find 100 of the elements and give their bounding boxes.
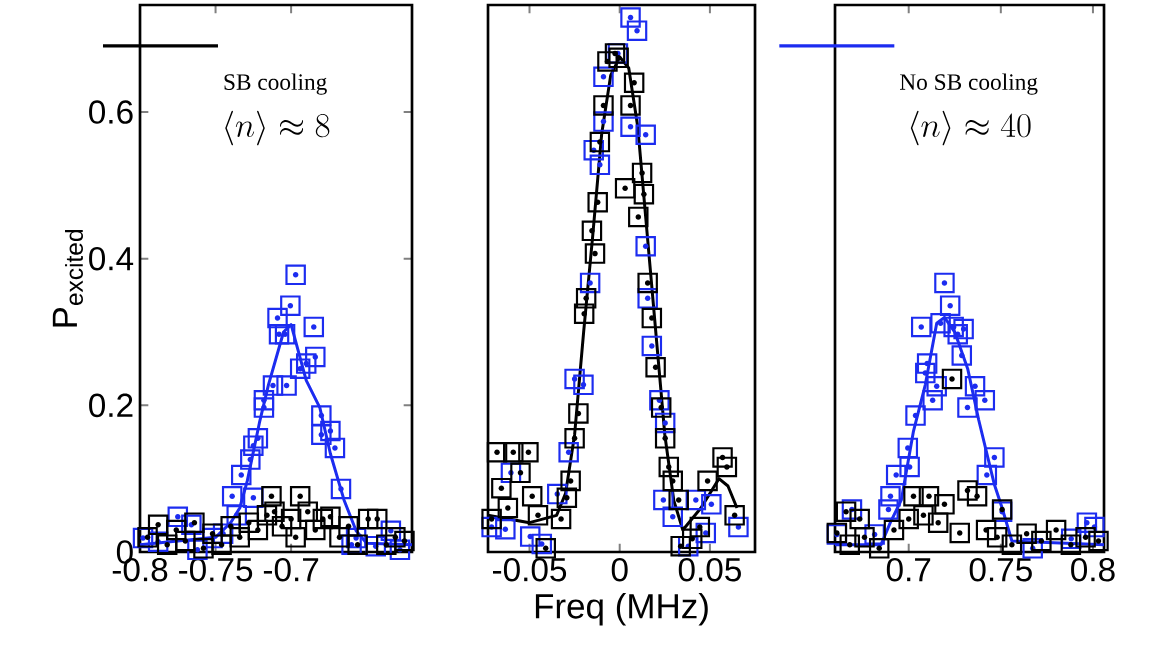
- point: [620, 116, 641, 137]
- point: [1016, 523, 1037, 544]
- point: [966, 486, 988, 507]
- point: [531, 533, 553, 555]
- point: [864, 524, 885, 545]
- point: [941, 368, 963, 390]
- point: [883, 519, 905, 541]
- point: [247, 519, 269, 541]
- point: [253, 397, 275, 418]
- point: [681, 528, 703, 550]
- point: [276, 375, 297, 396]
- point: [303, 316, 325, 338]
- point: [1001, 534, 1023, 555]
- point: [229, 527, 250, 548]
- point: [641, 307, 663, 329]
- point: [240, 449, 261, 470]
- point: [626, 20, 648, 41]
- point: [1031, 530, 1052, 552]
- point: [280, 508, 302, 530]
- point: [211, 534, 232, 555]
- point: [635, 235, 656, 257]
- point: [662, 470, 684, 492]
- point: [593, 95, 614, 116]
- point: [1075, 527, 1096, 548]
- point: [510, 462, 531, 484]
- point: [357, 508, 379, 530]
- point: [918, 486, 940, 507]
- y-tick-label: 0.4: [89, 246, 134, 271]
- point: [620, 95, 641, 116]
- point: [1088, 530, 1109, 552]
- point: [939, 295, 961, 316]
- point: [587, 191, 608, 213]
- point: [628, 206, 649, 228]
- point: [394, 530, 415, 552]
- y-tick-label: 0.2: [89, 393, 133, 418]
- point: [220, 516, 241, 537]
- point: [593, 111, 614, 132]
- y-axis-title: P$_{excited}$: [52, 230, 83, 327]
- point: [593, 66, 614, 88]
- point: [262, 375, 284, 396]
- point: [724, 505, 745, 526]
- point: [330, 478, 352, 500]
- point: [558, 442, 579, 463]
- point: [193, 538, 214, 559]
- point: [695, 522, 717, 544]
- annotation: $\langle n\rangle \approx 40$: [910, 110, 1031, 146]
- x-axis-title: Freq (MHz): [535, 592, 708, 626]
- point: [637, 272, 658, 294]
- point: [589, 131, 611, 153]
- point: [289, 358, 311, 379]
- point: [645, 356, 666, 378]
- point: [631, 162, 653, 184]
- point: [583, 139, 604, 161]
- point: [581, 220, 603, 242]
- point: [573, 303, 595, 324]
- point: [230, 464, 252, 486]
- point: [521, 486, 543, 507]
- point: [589, 154, 611, 176]
- point: [491, 477, 512, 499]
- point: [264, 501, 285, 522]
- point: [256, 505, 278, 526]
- point: [329, 527, 350, 548]
- x-tick-label: 0.05: [678, 557, 741, 582]
- point: [297, 501, 318, 522]
- point: [653, 489, 674, 511]
- point: [623, 72, 645, 93]
- point: [976, 464, 998, 486]
- point: [495, 519, 516, 540]
- point: [697, 470, 718, 492]
- point: [926, 376, 947, 397]
- point: [637, 288, 658, 309]
- point: [320, 506, 341, 528]
- point: [175, 530, 196, 552]
- point: [915, 362, 936, 384]
- point: [854, 527, 875, 548]
- y-tick-label: 0.6: [89, 100, 133, 124]
- point: [289, 486, 311, 507]
- point: [880, 486, 901, 507]
- point: [597, 51, 618, 72]
- point: [835, 501, 857, 522]
- point: [910, 316, 932, 338]
- point: [238, 512, 260, 533]
- point: [633, 183, 655, 205]
- point: [573, 374, 594, 396]
- point: [903, 486, 924, 507]
- point: [560, 470, 581, 492]
- point: [1060, 534, 1082, 555]
- point: [274, 323, 296, 345]
- point: [975, 519, 997, 541]
- point: [575, 288, 597, 309]
- point: [947, 323, 968, 345]
- point: [221, 486, 243, 507]
- point: [486, 442, 508, 463]
- point: [503, 442, 524, 463]
- point: [689, 516, 711, 538]
- x-tick-label: 0: [611, 557, 628, 582]
- point: [320, 420, 341, 442]
- point: [964, 376, 986, 397]
- point: [389, 539, 411, 561]
- point: [156, 534, 178, 555]
